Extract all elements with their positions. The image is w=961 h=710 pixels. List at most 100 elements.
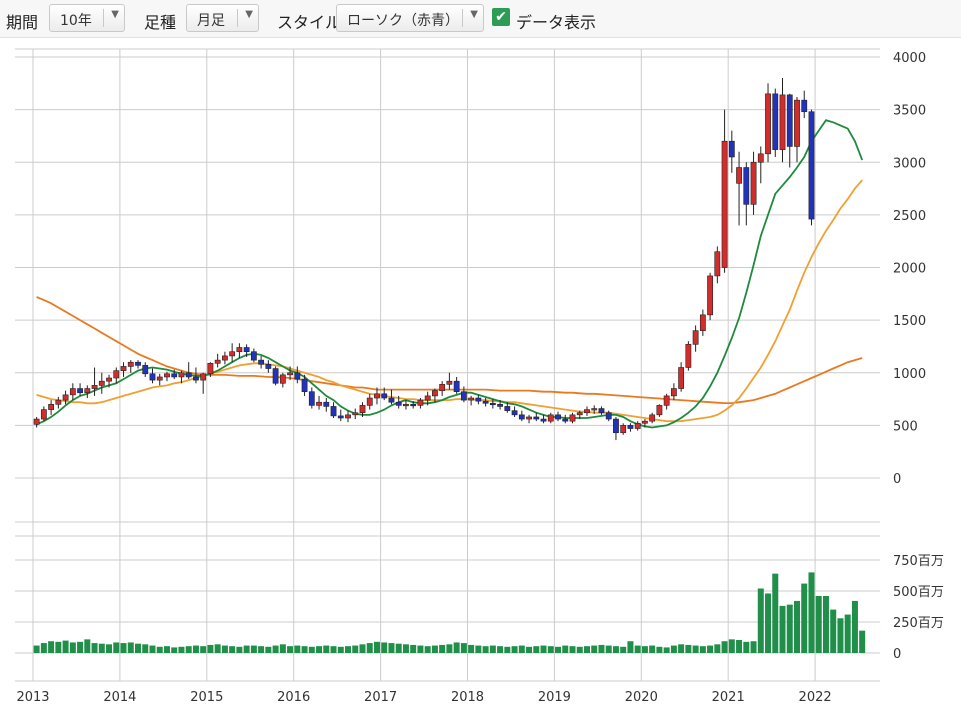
candle-body — [605, 412, 612, 420]
volume-bar — [301, 646, 308, 653]
volume-bar — [171, 647, 178, 653]
candle — [33, 416, 40, 428]
volume-bar — [489, 645, 496, 653]
candle-body — [460, 391, 467, 401]
candle — [243, 344, 250, 357]
volume-bar — [265, 646, 272, 653]
volume-bar — [156, 646, 163, 653]
year-tick-label: 2020 — [625, 690, 658, 705]
candle — [642, 419, 648, 428]
candle-body — [308, 391, 315, 406]
candle — [106, 374, 112, 388]
volume-bar — [142, 644, 149, 653]
candle — [156, 373, 163, 386]
year-tick-label: 2014 — [103, 690, 136, 705]
candle — [772, 88, 779, 157]
volume-bar — [48, 641, 55, 653]
candle — [265, 360, 272, 373]
candle — [786, 93, 793, 168]
candle — [250, 348, 257, 363]
style-select[interactable]: ローソク（赤青） ▼ — [336, 4, 484, 32]
volume-bar — [736, 639, 743, 653]
candle — [236, 343, 243, 359]
volume-bar — [294, 645, 301, 653]
volume-bar — [424, 646, 431, 653]
candle — [801, 90, 808, 119]
volume-bar — [714, 644, 721, 653]
candle — [656, 404, 663, 417]
candle-body — [808, 111, 815, 220]
volume-bar — [337, 646, 344, 653]
candle-body — [634, 422, 641, 429]
volume-bar — [555, 646, 562, 653]
candle-body — [692, 330, 699, 345]
candle — [48, 400, 55, 415]
volume-tick-label: 0 — [893, 647, 901, 662]
candle — [540, 414, 547, 424]
show-data-label[interactable]: データ表示 — [516, 13, 597, 32]
show-data-checkbox[interactable]: ✔ — [492, 8, 510, 26]
volume-tick-label: 750百万 — [893, 554, 944, 569]
volume-bar — [250, 645, 257, 653]
year-tick-label: 2017 — [364, 690, 397, 705]
foot-select[interactable]: 月足 ▼ — [186, 4, 259, 32]
candle-body — [265, 364, 272, 369]
candle-body — [562, 418, 569, 422]
candle — [388, 389, 395, 405]
candle-body — [663, 395, 670, 406]
candle-body — [801, 99, 808, 113]
volume-bar — [359, 644, 366, 653]
candle-body — [33, 418, 40, 425]
candle-body — [120, 366, 127, 371]
candle-body — [250, 351, 257, 361]
candle — [678, 362, 685, 392]
candle — [728, 130, 735, 173]
candle — [591, 405, 598, 414]
candle — [468, 395, 475, 406]
candle — [605, 410, 612, 422]
candle-body — [504, 406, 511, 411]
candle — [482, 398, 489, 407]
checkmark-icon: ✔ — [495, 9, 507, 25]
candle — [750, 151, 757, 215]
period-select[interactable]: 10年 ▼ — [49, 4, 125, 32]
candle-body — [468, 397, 475, 401]
candle — [699, 309, 706, 336]
volume-bar — [634, 645, 641, 653]
volume-bar — [518, 645, 525, 653]
candle — [164, 371, 170, 382]
candle-body — [374, 393, 380, 399]
candle-body — [489, 402, 496, 406]
candle-body — [707, 275, 713, 316]
candle — [562, 414, 569, 424]
candle-body — [591, 408, 598, 411]
foot-select-value: 月足 — [197, 13, 225, 29]
candle-body — [540, 418, 547, 422]
candle-body — [569, 414, 576, 422]
candle — [395, 395, 402, 409]
candle — [504, 402, 511, 413]
candle-body — [91, 385, 98, 389]
candle — [518, 410, 525, 422]
volume-bar — [460, 643, 467, 653]
candle-body — [156, 376, 163, 381]
candle-body — [794, 99, 800, 147]
candle-body — [453, 380, 460, 392]
volume-bar — [316, 646, 323, 653]
candle — [475, 394, 482, 405]
volume-bar — [439, 644, 446, 653]
candle-body — [439, 384, 446, 391]
volume-bar — [728, 639, 735, 653]
volume-bar — [547, 646, 554, 653]
chevron-down-icon: ▼ — [470, 9, 478, 20]
candle-body — [678, 367, 685, 389]
candle — [743, 162, 750, 226]
candle — [135, 360, 141, 369]
volume-bar — [91, 643, 98, 653]
candle — [352, 408, 359, 420]
candle-body — [526, 416, 532, 420]
candle-body — [576, 412, 583, 416]
candle-body — [381, 393, 388, 399]
volume-bar — [345, 646, 352, 653]
year-tick-label: 2016 — [277, 690, 310, 705]
